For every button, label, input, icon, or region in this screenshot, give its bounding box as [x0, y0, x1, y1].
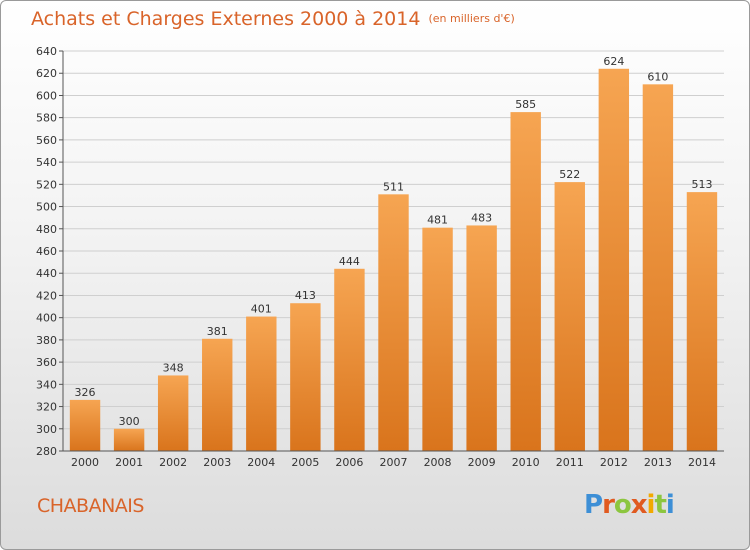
y-tick-label: 520 [36, 178, 57, 191]
data-label-2009: 483 [471, 211, 492, 224]
data-label-2002: 348 [163, 361, 184, 374]
y-tick-label: 440 [36, 267, 57, 280]
x-tick-label-2002: 2002 [159, 456, 187, 469]
data-label-2001: 300 [119, 415, 140, 428]
chart-unit: (en milliers d'€) [428, 12, 515, 25]
x-tick-label-2010: 2010 [512, 456, 540, 469]
data-label-2013: 610 [647, 70, 668, 83]
y-tick-label: 620 [36, 67, 57, 80]
bar-2009 [466, 225, 497, 451]
data-label-2007: 511 [383, 180, 404, 193]
x-tick-label-2013: 2013 [644, 456, 672, 469]
y-tick-label: 320 [36, 401, 57, 414]
bar-2011 [554, 182, 585, 451]
x-tick-label-2000: 2000 [71, 456, 99, 469]
y-tick-label: 580 [36, 112, 57, 125]
bar-2002 [157, 375, 189, 451]
bar-2004 [246, 316, 277, 451]
bar-2014 [686, 192, 718, 451]
y-tick-label: 340 [36, 378, 57, 391]
y-tick-label: 380 [36, 334, 57, 347]
data-label-2004: 401 [251, 303, 272, 316]
place-name: CHABANAIS [37, 495, 144, 517]
bar-2000 [69, 399, 101, 451]
axis-layer: 280 300 320 340 360 380 400 420 440 460 480 500 520 5… [36, 45, 724, 469]
bar-2010 [510, 112, 541, 451]
data-label-2005: 413 [295, 289, 316, 302]
chart-title: Achats et Charges Externes 2000 à 2014 [31, 8, 421, 30]
bar-2005 [290, 303, 321, 451]
proxiti-logo[interactable]: Proxiti [584, 490, 675, 520]
bar-2006 [334, 268, 365, 451]
x-tick-label-2005: 2005 [291, 456, 319, 469]
x-tick-label-2004: 2004 [247, 456, 275, 469]
data-label-2003: 381 [207, 325, 228, 338]
x-tick-label-2006: 2006 [335, 456, 363, 469]
x-tick-label-2011: 2011 [556, 456, 584, 469]
y-tick-label: 600 [36, 89, 57, 102]
y-tick-label: 460 [36, 245, 57, 258]
y-tick-label: 560 [36, 134, 57, 147]
data-label-2006: 444 [339, 255, 360, 268]
x-tick-label-2007: 2007 [380, 456, 408, 469]
data-label-2008: 481 [427, 214, 448, 227]
data-label-2011: 522 [559, 168, 580, 181]
x-tick-label-2014: 2014 [688, 456, 716, 469]
y-tick-label: 280 [36, 445, 57, 458]
bar-2003 [202, 338, 233, 451]
y-tick-label: 500 [36, 201, 57, 214]
y-tick-label: 360 [36, 356, 57, 369]
x-tick-label-2001: 2001 [115, 456, 143, 469]
y-tick-label: 640 [36, 45, 57, 58]
bar-layer: 326 300 348 381 401 413 444 511 481 483 585 522 624 6… [69, 55, 718, 452]
bar-2008 [422, 227, 453, 451]
y-tick-label: 480 [36, 223, 57, 236]
data-label-2000: 326 [75, 386, 96, 399]
x-tick-label-2003: 2003 [203, 456, 231, 469]
y-tick-label: 540 [36, 156, 57, 169]
x-tick-label-2008: 2008 [424, 456, 452, 469]
bar-2012 [598, 68, 630, 452]
x-tick-label-2009: 2009 [468, 456, 496, 469]
bar-2007 [378, 194, 409, 452]
y-tick-label: 300 [36, 423, 57, 436]
x-tick-label-2012: 2012 [600, 456, 628, 469]
data-label-2010: 585 [515, 98, 536, 111]
y-tick-label: 420 [36, 289, 57, 302]
bar-2013 [642, 84, 674, 451]
data-label-2012: 624 [603, 55, 624, 68]
bar-2001 [113, 428, 145, 451]
chart-title-block: Achats et Charges Externes 2000 à 2014 (e… [31, 8, 515, 30]
y-tick-label: 400 [36, 312, 57, 325]
data-label-2014: 513 [691, 178, 712, 191]
